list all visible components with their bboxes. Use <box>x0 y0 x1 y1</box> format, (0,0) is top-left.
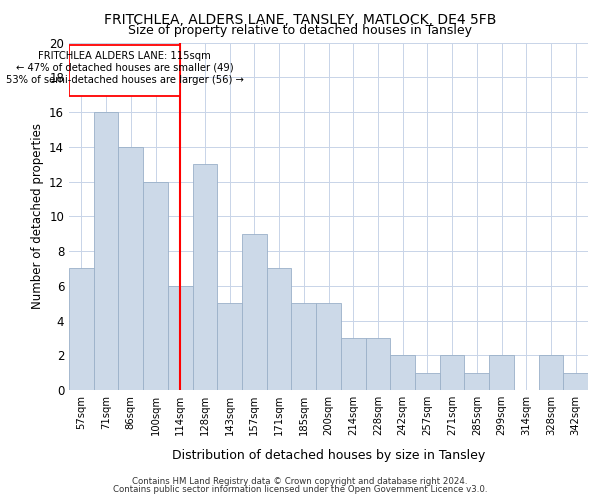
Bar <box>292 303 316 390</box>
FancyBboxPatch shape <box>69 45 180 96</box>
Text: FRITCHLEA ALDERS LANE: 115sqm: FRITCHLEA ALDERS LANE: 115sqm <box>38 50 211 60</box>
Text: ← 47% of detached houses are smaller (49): ← 47% of detached houses are smaller (49… <box>16 62 233 72</box>
Bar <box>316 303 341 390</box>
Bar <box>365 338 390 390</box>
Bar <box>143 182 168 390</box>
Text: 53% of semi-detached houses are larger (56) →: 53% of semi-detached houses are larger (… <box>5 75 244 85</box>
Bar <box>489 355 514 390</box>
Y-axis label: Number of detached properties: Number of detached properties <box>31 123 44 309</box>
Bar <box>94 112 118 390</box>
Text: Contains HM Land Registry data © Crown copyright and database right 2024.: Contains HM Land Registry data © Crown c… <box>132 477 468 486</box>
Bar <box>390 355 415 390</box>
Bar <box>267 268 292 390</box>
Bar <box>563 372 588 390</box>
Text: Contains public sector information licensed under the Open Government Licence v3: Contains public sector information licen… <box>113 485 487 494</box>
Bar <box>69 268 94 390</box>
Text: FRITCHLEA, ALDERS LANE, TANSLEY, MATLOCK, DE4 5FB: FRITCHLEA, ALDERS LANE, TANSLEY, MATLOCK… <box>104 12 496 26</box>
Bar <box>118 147 143 390</box>
Bar <box>415 372 440 390</box>
Bar <box>242 234 267 390</box>
Bar <box>539 355 563 390</box>
Bar <box>168 286 193 390</box>
Bar <box>217 303 242 390</box>
Bar <box>464 372 489 390</box>
Bar <box>341 338 365 390</box>
X-axis label: Distribution of detached houses by size in Tansley: Distribution of detached houses by size … <box>172 449 485 462</box>
Bar <box>440 355 464 390</box>
Bar <box>193 164 217 390</box>
Text: Size of property relative to detached houses in Tansley: Size of property relative to detached ho… <box>128 24 472 37</box>
